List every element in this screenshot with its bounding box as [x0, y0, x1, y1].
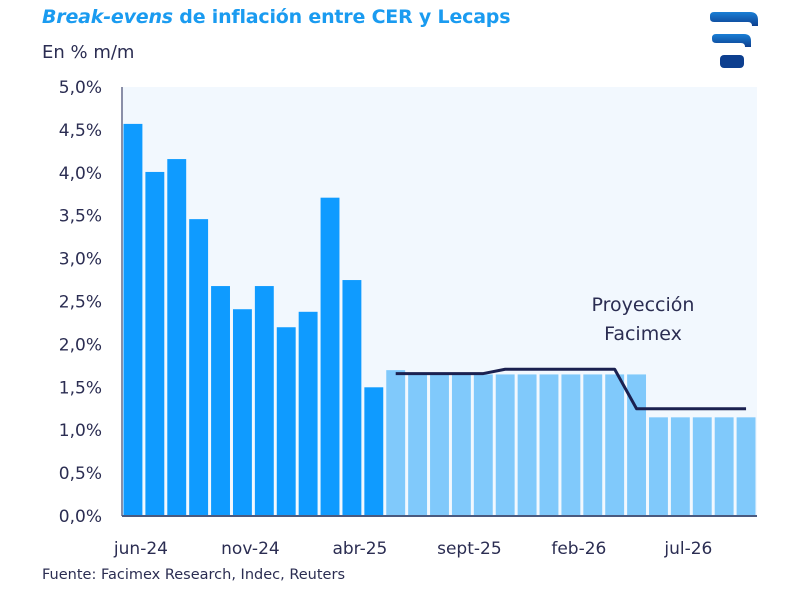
chart-title-rest: de inflación entre CER y Lecaps — [172, 6, 511, 28]
logo-bar-2 — [712, 34, 751, 47]
bar-actual — [167, 159, 187, 516]
bar-actual — [123, 123, 143, 517]
y-tick-label: 2,0% — [59, 335, 102, 355]
logo-bar-3 — [720, 55, 744, 68]
x-tick-label: jun-24 — [113, 539, 168, 559]
bar-projected — [649, 417, 668, 516]
source-note: Fuente: Facimex Research, Indec, Reuters — [42, 567, 345, 583]
x-tick-labels: jun-24 nov-24 abr-25 sept-25 feb-26 jul-26 — [113, 539, 712, 559]
bar-projected — [605, 374, 625, 516]
bar-projected — [692, 417, 712, 516]
bar-projected — [430, 374, 449, 516]
y-tick-label: 1,5% — [59, 378, 102, 398]
facimex-logo — [706, 6, 764, 76]
bar-actual — [211, 286, 230, 516]
y-tick-labels: 0,0% 0,5% 1,0% 1,5% 2,0% 2,5% 3,0% 3,5% 4,0% 4,5%… — [59, 78, 102, 527]
y-tick-label: 0,5% — [59, 464, 102, 484]
bar-projected — [736, 417, 756, 516]
bars-group — [123, 123, 756, 517]
bar-projected — [495, 374, 515, 516]
annotation-proyeccion: Proyección — [592, 294, 695, 316]
y-tick-label: 2,5% — [59, 293, 102, 313]
bar-projected — [408, 374, 428, 516]
bar-projected — [386, 370, 406, 516]
y-tick-label: 4,0% — [59, 164, 102, 184]
bar-actual — [298, 311, 318, 516]
bar-projected — [561, 374, 581, 516]
bar-actual — [276, 327, 296, 516]
bar-actual — [254, 286, 274, 516]
bar-projected — [451, 374, 471, 516]
x-tick-label: abr-25 — [332, 539, 387, 559]
y-tick-label: 0,0% — [59, 507, 102, 527]
bar-projected — [714, 417, 734, 516]
y-tick-label: 1,0% — [59, 421, 102, 441]
x-tick-label: sept-25 — [437, 539, 502, 559]
projection-line — [395, 367, 747, 411]
y-tick-label: 3,0% — [59, 250, 102, 270]
bar-actual — [364, 387, 384, 516]
bar-projected — [539, 374, 559, 516]
x-tick-label: nov-24 — [221, 539, 280, 559]
bar-actual — [189, 219, 209, 516]
bar-projected — [473, 374, 493, 516]
y-tick-label: 3,5% — [59, 207, 102, 227]
y-tick-label: 5,0% — [59, 78, 102, 98]
x-tick-label: jul-26 — [663, 539, 712, 559]
bar-projected — [517, 374, 537, 516]
chart-title-italic: Break-evens — [42, 6, 173, 28]
bar-actual — [320, 197, 340, 516]
chart-title: Break-evens de inflación entre CER y Lec… — [42, 6, 511, 28]
annotation-facimex: Facimex — [604, 323, 682, 345]
bar-projected — [583, 374, 603, 516]
y-tick-label: 4,5% — [59, 121, 102, 141]
bar-actual — [145, 171, 165, 516]
bar-actual — [342, 280, 362, 516]
logo-bar-1 — [710, 12, 758, 26]
chart-subtitle: En % m/m — [42, 42, 135, 63]
bar-projected — [670, 417, 690, 516]
bar-actual — [232, 309, 252, 516]
x-tick-label: feb-26 — [551, 539, 606, 559]
